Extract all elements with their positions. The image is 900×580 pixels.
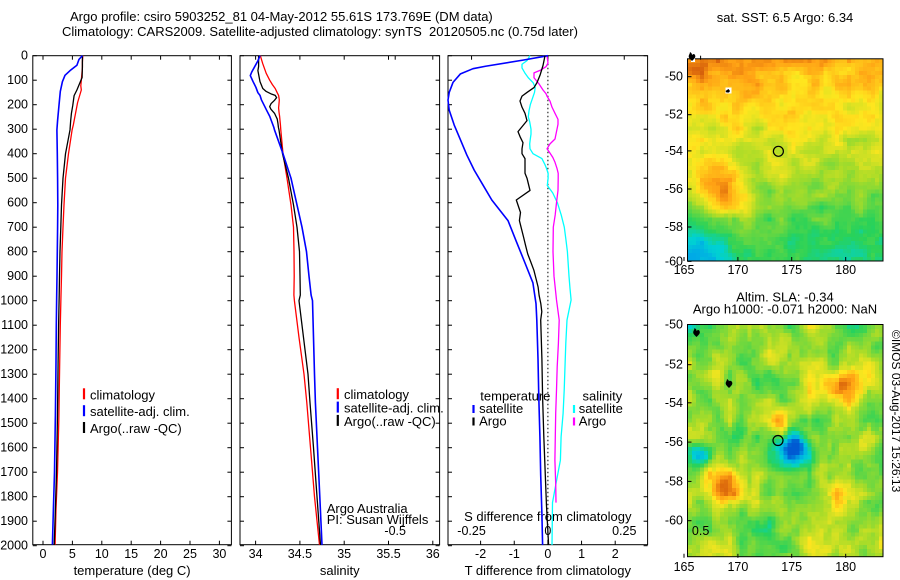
svg-text:sat. SST: 6.5 Argo: 6.34: sat. SST: 6.5 Argo: 6.34 [717,10,854,25]
svg-text:36: 36 [426,547,440,561]
svg-text:170: 170 [727,263,748,277]
svg-text:1200: 1200 [0,343,28,357]
svg-text:-1: -1 [509,547,520,561]
svg-text:salinity: salinity [320,563,360,578]
svg-text:climatology: climatology [90,387,156,402]
svg-text:1800: 1800 [0,490,28,504]
svg-text:Argo(..raw -QC): Argo(..raw -QC) [90,421,182,436]
svg-text:-58: -58 [665,474,683,488]
svg-text:300: 300 [7,122,28,136]
svg-text:175: 175 [781,263,802,277]
svg-text:Argo: Argo [479,414,506,429]
svg-text:0: 0 [21,49,28,63]
svg-text:2000: 2000 [0,539,28,553]
svg-text:30: 30 [212,547,226,561]
svg-text:-50: -50 [665,318,683,332]
svg-text:200: 200 [7,98,28,112]
svg-text:-60: -60 [665,254,683,268]
svg-text:-2: -2 [475,547,486,561]
svg-text:1400: 1400 [0,392,28,406]
svg-text:900: 900 [7,269,28,283]
svg-text:2: 2 [612,547,619,561]
svg-text:10: 10 [95,547,109,561]
svg-text:35: 35 [337,547,351,561]
svg-text:20: 20 [154,547,168,561]
svg-text:180: 180 [835,560,856,574]
svg-text:-56: -56 [665,182,683,196]
svg-text:-52: -52 [665,358,683,372]
svg-text:-58: -58 [665,220,683,234]
svg-text:5: 5 [69,547,76,561]
svg-text:0: 0 [544,547,551,561]
svg-text:0.25: 0.25 [612,524,636,538]
svg-text:175: 175 [781,560,802,574]
svg-text:600: 600 [7,196,28,210]
svg-text:1300: 1300 [0,367,28,381]
svg-text:-50: -50 [665,70,683,84]
svg-text:0.5: 0.5 [692,524,709,538]
svg-text:700: 700 [7,220,28,234]
svg-text:satellite-adj. clim.: satellite-adj. clim. [90,404,190,419]
svg-text:1600: 1600 [0,441,28,455]
svg-text:35.5: 35.5 [376,547,400,561]
svg-text:1100: 1100 [1,318,28,332]
svg-text:400: 400 [7,147,28,161]
svg-text:-56: -56 [665,435,683,449]
svg-text:1700: 1700 [0,465,28,479]
svg-text:1000: 1000 [0,294,28,308]
svg-text:500: 500 [7,171,28,185]
svg-text:34.5: 34.5 [288,547,312,561]
svg-text:180: 180 [835,263,856,277]
svg-text:Argo(..raw -QC): Argo(..raw -QC) [344,414,436,429]
svg-text:PI: Susan Wijffels: PI: Susan Wijffels [327,512,429,527]
svg-text:-0.25: -0.25 [457,524,486,538]
svg-text:100: 100 [7,73,28,87]
svg-text:800: 800 [7,245,28,259]
svg-text:-60: -60 [665,514,683,528]
svg-text:1900: 1900 [0,514,28,528]
svg-text:15: 15 [124,547,138,561]
svg-text:-52: -52 [665,108,683,122]
svg-text:temperature (deg C): temperature (deg C) [74,563,191,578]
svg-text:Argo h1000: -0.071 h2000: NaN: Argo h1000: -0.071 h2000: NaN [693,302,877,317]
svg-text:165: 165 [674,560,695,574]
svg-text:0: 0 [40,547,47,561]
svg-text:170: 170 [727,560,748,574]
svg-text:1500: 1500 [0,416,28,430]
svg-text:Argo: Argo [579,414,606,429]
svg-text:-54: -54 [665,396,683,410]
svg-text:-54: -54 [665,144,683,158]
svg-text:34: 34 [249,547,263,561]
svg-text:25: 25 [183,547,197,561]
svg-text:T difference from climatology: T difference from climatology [465,563,632,578]
svg-text:1: 1 [578,547,585,561]
svg-text:©IMOS 03-Aug-2017 15:26:13: ©IMOS 03-Aug-2017 15:26:13 [889,330,900,493]
